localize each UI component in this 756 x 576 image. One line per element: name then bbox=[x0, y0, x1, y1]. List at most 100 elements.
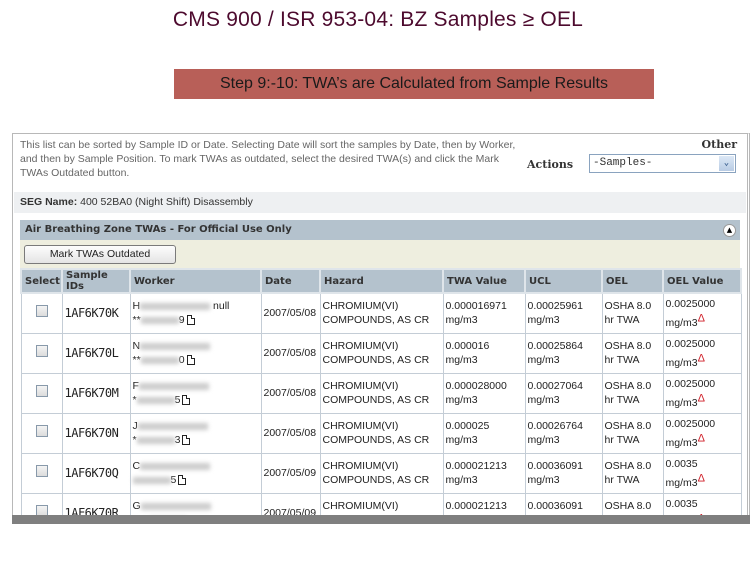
twa-table: Select Sample IDs Worker Date Hazard TWA… bbox=[20, 268, 742, 523]
twa-value: 0.000028000 mg/m3 bbox=[442, 372, 526, 414]
document-icon[interactable] bbox=[186, 355, 195, 366]
sample-id[interactable]: 1AF6K70K bbox=[61, 292, 131, 334]
col-oel-value: OEL Value bbox=[662, 268, 742, 294]
section-title: Air Breathing Zone TWAs - For Official U… bbox=[25, 224, 292, 235]
hazard: CHROMIUM(VI)COMPOUNDS, AS CR bbox=[319, 372, 444, 414]
section-header: Air Breathing Zone TWAs - For Official U… bbox=[20, 220, 740, 240]
redacted-id bbox=[140, 356, 179, 364]
oel-value: 0.0025000 mg/m3Δ bbox=[662, 412, 742, 454]
seg-name-bar: SEG Name: 400 52BA0 (Night Shift) Disass… bbox=[14, 192, 746, 213]
col-ucl: UCL bbox=[524, 268, 603, 294]
actions-select[interactable]: -Samples- ⌄ bbox=[589, 154, 736, 173]
actions-select-value: -Samples- bbox=[593, 157, 653, 169]
table-row: 1AF6K70K H null ** 9 2007/05/08 CHROMIUM(… bbox=[20, 292, 742, 334]
redacted-name bbox=[138, 382, 209, 390]
oel-value: 0.0025000 mg/m3Δ bbox=[662, 332, 742, 374]
exceedance-delta-icon: Δ bbox=[697, 472, 705, 484]
col-sample-ids[interactable]: Sample IDs bbox=[61, 268, 131, 294]
col-hazard: Hazard bbox=[319, 268, 444, 294]
worker-cell: H null ** 9 bbox=[129, 292, 262, 334]
hazard: CHROMIUM(VI)COMPOUNDS, AS CR bbox=[319, 412, 444, 454]
list-description: This list can be sorted by Sample ID or … bbox=[20, 139, 516, 179]
oel-value: 0.0025000 mg/m3Δ bbox=[662, 372, 742, 414]
col-date[interactable]: Date bbox=[260, 268, 321, 294]
worker-cell: J * 3 bbox=[129, 412, 262, 454]
col-twa-value: TWA Value bbox=[442, 268, 526, 294]
worker-cell: F * 5 bbox=[129, 372, 262, 414]
exceedance-delta-icon: Δ bbox=[697, 352, 705, 364]
col-oel: OEL bbox=[601, 268, 664, 294]
sample-id[interactable]: 1AF6K70M bbox=[61, 372, 131, 414]
twa-value: 0.000016 mg/m3 bbox=[442, 332, 526, 374]
document-icon[interactable] bbox=[182, 395, 191, 406]
select-checkbox[interactable] bbox=[35, 345, 48, 357]
twa-panel: This list can be sorted by Sample ID or … bbox=[12, 133, 750, 524]
date: 2007/05/08 bbox=[260, 292, 321, 334]
table-row: 1AF6K70L N ** 0 2007/05/08 CHROMIUM(VI) CO… bbox=[20, 332, 742, 374]
redacted-name bbox=[140, 462, 211, 470]
col-select: Select bbox=[20, 268, 63, 294]
hazard: CHROMIUM(VI)COMPOUNDS, AS CR bbox=[319, 292, 444, 334]
redacted-name bbox=[137, 422, 208, 430]
table-row: 1AF6K70Q C 5 2007/05/09 CHROMIUM(VI) COMP… bbox=[20, 452, 742, 494]
table-toolbar: Mark TWAs Outdated bbox=[20, 240, 740, 268]
exceedance-delta-icon: Δ bbox=[697, 312, 705, 325]
select-checkbox[interactable] bbox=[35, 305, 48, 318]
actions-label: Actions bbox=[527, 158, 574, 171]
document-icon[interactable] bbox=[182, 435, 191, 446]
select-checkbox[interactable] bbox=[35, 425, 48, 437]
mark-twas-outdated-button[interactable]: Mark TWAs Outdated bbox=[24, 245, 176, 264]
ucl: 0.00026764 mg/m3 bbox=[524, 412, 603, 454]
redacted-name bbox=[140, 342, 211, 350]
hazard: CHROMIUM(VI)COMPOUNDS, AS CR bbox=[319, 452, 444, 494]
ucl: 0.00025961 mg/m3 bbox=[524, 292, 603, 334]
table-row: 1AF6K70M F * 5 2007/05/08 CHROMIUM(VI) COM… bbox=[20, 372, 742, 414]
redacted-id bbox=[136, 396, 175, 404]
select-checkbox[interactable] bbox=[35, 385, 48, 397]
col-worker: Worker bbox=[129, 268, 262, 294]
sample-id[interactable]: 1AF6K70L bbox=[61, 332, 131, 374]
sample-id[interactable]: 1AF6K70Q bbox=[61, 452, 131, 494]
worker-cell: C 5 bbox=[129, 452, 262, 494]
slide-title: CMS 900 / ISR 953-04: BZ Samples ≥ OEL bbox=[172, 8, 584, 31]
ucl: 0.00025864 mg/m3 bbox=[524, 332, 603, 374]
chevron-down-icon[interactable]: ⌄ bbox=[719, 156, 734, 171]
select-checkbox[interactable] bbox=[35, 465, 48, 477]
redacted-name bbox=[140, 302, 211, 310]
oel-value: 0.0025000 mg/m3Δ bbox=[662, 292, 742, 334]
date: 2007/05/09 bbox=[260, 452, 321, 494]
date: 2007/05/08 bbox=[260, 332, 321, 374]
document-icon[interactable] bbox=[178, 475, 187, 486]
ucl: 0.00027064 mg/m3 bbox=[524, 372, 603, 414]
table-row: 1AF6K70N J * 3 2007/05/08 CHROMIUM(VI) COM… bbox=[20, 412, 742, 454]
collapse-icon[interactable]: ▲ bbox=[723, 224, 736, 237]
twa-value: 0.000016971 mg/m3 bbox=[442, 292, 526, 334]
seg-label: SEG Name: bbox=[20, 196, 78, 208]
table-header-row: Select Sample IDs Worker Date Hazard TWA… bbox=[20, 268, 742, 294]
sample-id[interactable]: 1AF6K70N bbox=[61, 412, 131, 454]
seg-value: 400 52BA0 (Night Shift) Disassembly bbox=[80, 196, 253, 208]
worker-cell: N ** 0 bbox=[129, 332, 262, 374]
twa-value: 0.000025 mg/m3 bbox=[442, 412, 526, 454]
other-label: Other bbox=[701, 138, 737, 151]
redacted-id bbox=[140, 316, 179, 324]
date: 2007/05/08 bbox=[260, 412, 321, 454]
exceedance-delta-icon: Δ bbox=[697, 392, 705, 404]
redacted-id bbox=[136, 436, 175, 444]
other-actions: Other Actions -Samples- ⌄ bbox=[527, 138, 737, 178]
redacted-name bbox=[140, 502, 211, 510]
window-bottom-edge bbox=[12, 515, 750, 524]
date: 2007/05/08 bbox=[260, 372, 321, 414]
step-banner: Step 9:-10: TWA’s are Calculated from Sa… bbox=[174, 69, 654, 99]
document-icon[interactable] bbox=[186, 315, 195, 326]
hazard: CHROMIUM(VI)COMPOUNDS, AS CR bbox=[319, 332, 444, 374]
redacted-id bbox=[132, 476, 171, 484]
